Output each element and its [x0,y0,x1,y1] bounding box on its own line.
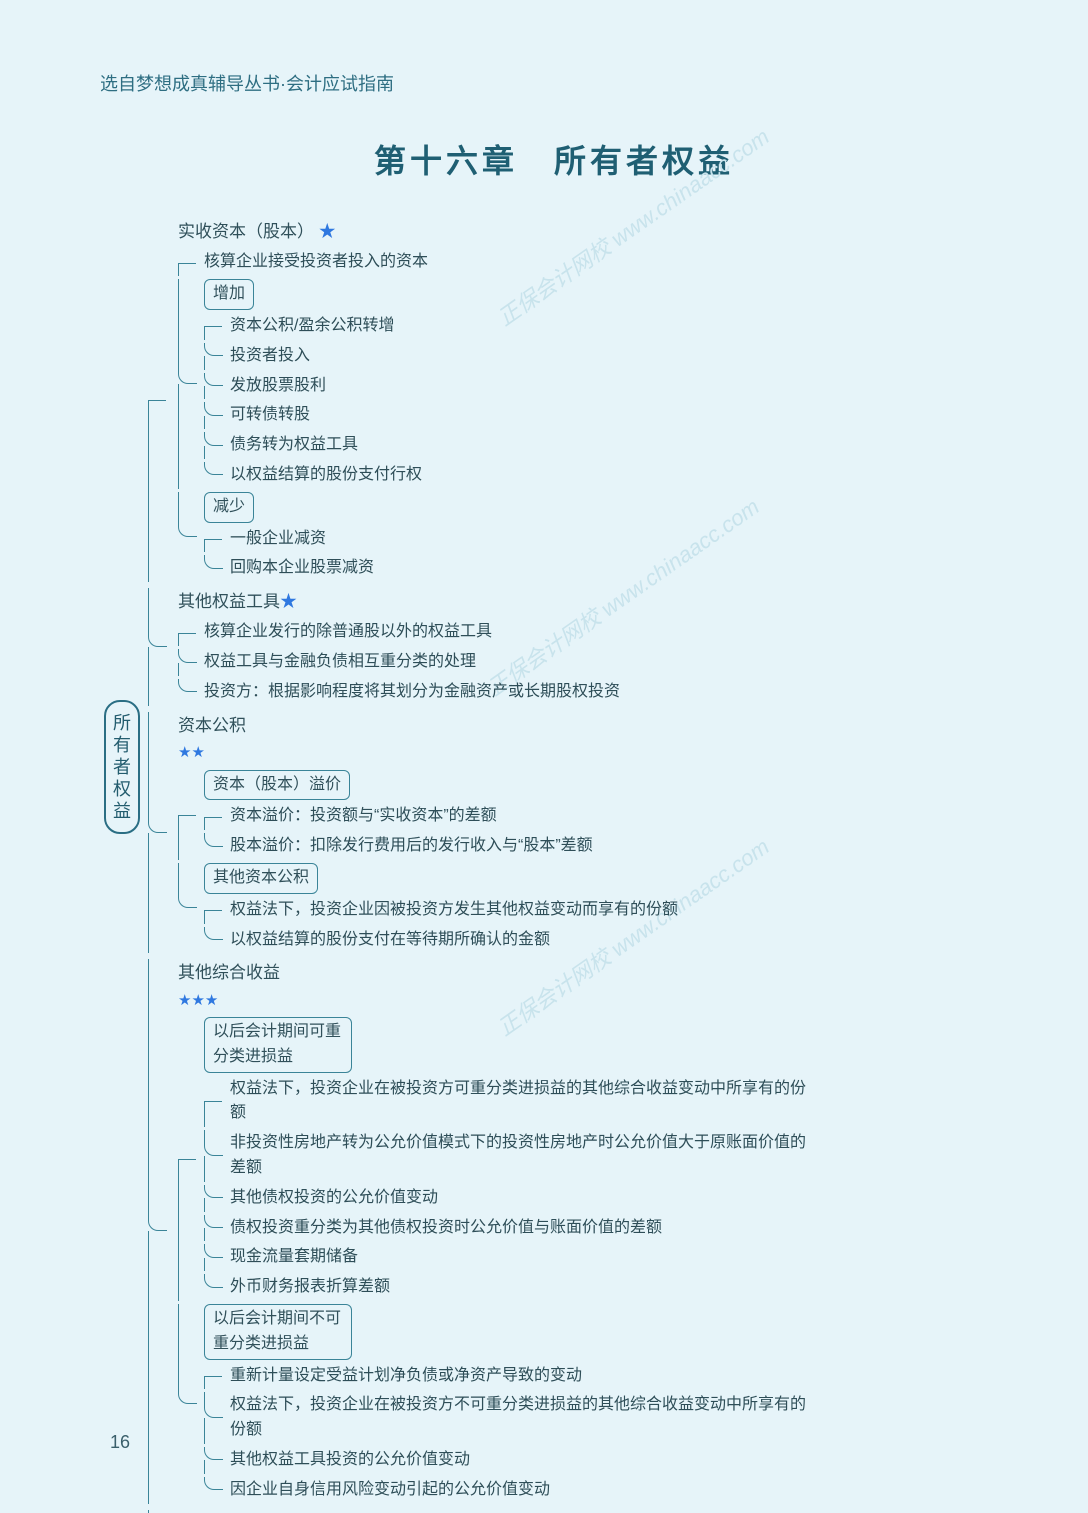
node-label: 资本公积 [178,716,246,735]
leaf: 债权投资重分类为其他债权投资时公允价值与账面价值的差额 [230,1215,662,1242]
node-retained-earnings: 留存收益 ★ [178,1510,246,1513]
concept-tree: 实收资本（股本） ★ 核算企业接受投资者投入的资本 增加 资本公积/盈余公积转增… [148,218,1008,1513]
star-icon: ★ [280,592,297,611]
leaf: 核算企业发行的除普通股以外的权益工具 [204,619,492,646]
node-label: 其他综合收益 [178,963,280,982]
node-capital-reserve: 资本公积 ★★ [178,712,246,767]
leaf: 资本溢价：投资额与“实收资本”的差额 [230,803,497,830]
leaf: 投资方：根据影响程度将其划分为金融资产或长期股权投资 [204,679,620,706]
leaf: 因企业自身信用风险变动引起的公允价值变动 [230,1477,550,1504]
leaf: 其他权益工具投资的公允价值变动 [230,1447,470,1474]
leaf: 以权益结算的股份支付在等待期所确认的金额 [230,927,550,954]
leaf: 可转债转股 [230,402,310,429]
leaf: 现金流量套期储备 [230,1244,358,1271]
node-other-capital-reserve: 其他资本公积 [204,863,318,894]
leaf: 一般企业减资 [230,526,326,553]
leaf: 重新计量设定受益计划净负债或净资产导致的变动 [230,1363,582,1390]
page-number: 16 [110,1432,130,1453]
leaf: 债务转为权益工具 [230,432,358,459]
page-header: 选自梦想成真辅导丛书·会计应试指南 [100,70,1008,96]
leaf: 权益法下，投资企业因被投资方发生其他权益变动而享有的份额 [230,897,678,924]
node-oci-reclass: 以后会计期间可重分类进损益 [204,1017,352,1073]
node-other-equity-instruments: 其他权益工具★ [178,588,297,616]
node-decrease: 减少 [204,492,254,523]
node-increase: 增加 [204,279,254,310]
node-oci-no-reclass: 以后会计期间不可重分类进损益 [204,1304,352,1360]
star-icon: ★★★ [178,992,218,1009]
leaf: 权益工具与金融负债相互重分类的处理 [204,649,476,676]
leaf: 非投资性房地产转为公允价值模式下的投资性房地产时公允价值大于原账面价值的差额 [230,1130,810,1182]
star-icon: ★ [319,222,336,241]
leaf: 以权益结算的股份支付行权 [230,462,422,489]
node-paid-in-capital: 实收资本（股本） ★ [178,218,336,246]
chapter-title: 第十六章 所有者权益 [100,136,1008,182]
leaf: 核算企业接受投资者投入的资本 [204,249,428,276]
leaf: 其他债权投资的公允价值变动 [230,1185,438,1212]
leaf: 资本公积/盈余公积转增 [230,313,394,340]
node-label: 实收资本（股本） [178,222,314,241]
star-icon: ★★ [178,744,205,761]
leaf: 回购本企业股票减资 [230,555,374,582]
page: 选自梦想成真辅导丛书·会计应试指南 第十六章 所有者权益 正保会计网校 www.… [0,0,1088,1513]
leaf: 外币财务报表折算差额 [230,1274,390,1301]
leaf: 投资者投入 [230,343,310,370]
leaf: 股本溢价：扣除发行费用后的发行收入与“股本”差额 [230,833,593,860]
node-share-premium: 资本（股本）溢价 [204,770,350,801]
leaf: 权益法下，投资企业在被投资方不可重分类进损益的其他综合收益变动中所享有的份额 [230,1392,810,1444]
node-label: 其他权益工具 [178,592,280,611]
node-oci: 其他综合收益 ★★★ [178,959,280,1014]
leaf: 权益法下，投资企业在被投资方可重分类进损益的其他综合收益变动中所享有的份额 [230,1076,810,1128]
leaf: 发放股票股利 [230,373,326,400]
tree-root-label: 所有者权益 [104,700,140,834]
